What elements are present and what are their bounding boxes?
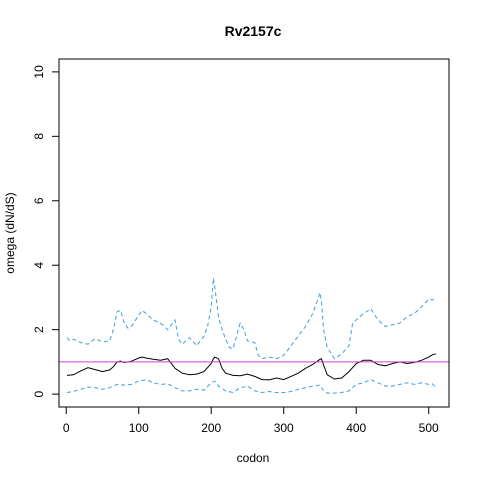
x-tick-label: 300 (274, 421, 294, 435)
y-tick-label: 0 (32, 390, 46, 397)
x-tick-label: 400 (346, 421, 366, 435)
x-tick-label: 500 (419, 421, 439, 435)
x-tick-label: 200 (201, 421, 221, 435)
y-tick-label: 2 (32, 326, 46, 333)
series-line-upper-bound (66, 278, 437, 360)
y-tick-label: 4 (32, 262, 46, 269)
y-tick-label: 8 (32, 133, 46, 140)
x-tick-label: 100 (129, 421, 149, 435)
y-tick-label: 10 (32, 65, 46, 79)
x-tick-label: 0 (63, 421, 70, 435)
y-axis-label: omega (dN/dS) (3, 192, 17, 273)
series-layer (66, 278, 437, 394)
x-axis-label: codon (237, 451, 270, 465)
series-line-lower-bound (66, 379, 437, 394)
plot-frame (58, 58, 450, 408)
chart-title: Rv2157c (225, 23, 282, 39)
x-axis: 0 100 200 300 400 500 (63, 406, 439, 435)
y-axis: 0 2 4 6 8 10 (32, 65, 60, 397)
series-line-estimate (66, 353, 437, 381)
y-tick-label: 6 (32, 197, 46, 204)
